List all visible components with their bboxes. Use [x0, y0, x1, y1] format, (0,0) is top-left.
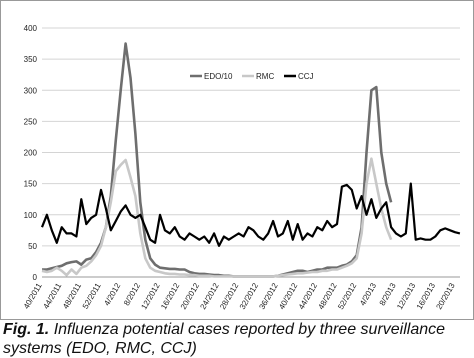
y-tick-label: 0	[33, 273, 38, 282]
x-tick-label: 4/2012	[102, 281, 122, 307]
y-tick-label: 100	[24, 211, 38, 220]
x-tick-label: 8/2013	[378, 281, 398, 307]
legend-label: EDO/10	[204, 72, 233, 81]
x-tick-label: 8/2012	[122, 281, 142, 307]
x-tick-label: 52/2012	[336, 281, 359, 311]
x-tick-label: 4/2013	[358, 281, 378, 307]
caption: Fig. 1. Influenza potential cases report…	[3, 320, 473, 358]
x-tick-label: 52/2011	[81, 281, 103, 311]
legend-label: CCJ	[298, 72, 314, 81]
x-tick-label: 20/2013	[434, 281, 457, 311]
series-line	[41, 157, 393, 278]
chart: 05010015020025030035040040/201144/201148…	[22, 24, 461, 311]
y-tick-label: 300	[24, 86, 38, 95]
caption-label: Fig. 1.	[3, 321, 50, 338]
y-tick-label: 150	[24, 180, 38, 189]
legend-label: RMC	[256, 72, 274, 81]
y-tick-label: 400	[24, 24, 38, 33]
y-tick-label: 250	[24, 117, 38, 126]
series-line	[40, 182, 461, 247]
y-tick-label: 200	[24, 149, 38, 158]
caption-text: Influenza potential cases reported by th…	[3, 321, 446, 357]
y-tick-label: 50	[28, 242, 37, 251]
y-tick-label: 350	[24, 55, 38, 64]
